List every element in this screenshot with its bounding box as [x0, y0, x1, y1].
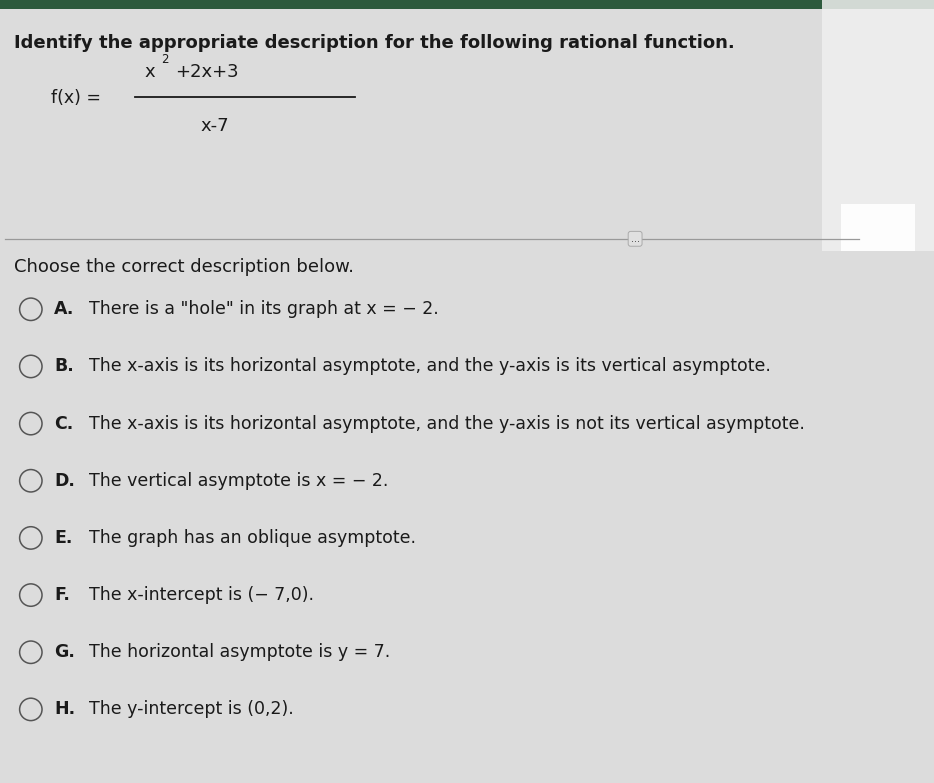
Text: The horizontal asymptote is y = 7.: The horizontal asymptote is y = 7. — [89, 644, 390, 661]
FancyBboxPatch shape — [841, 204, 915, 251]
Text: x: x — [145, 63, 155, 81]
Text: The x-axis is its horizontal asymptote, and the y-axis is not its vertical asymp: The x-axis is its horizontal asymptote, … — [89, 415, 804, 432]
Bar — [0, 0, 934, 9]
Text: F.: F. — [54, 586, 70, 604]
Text: +2x+3: +2x+3 — [176, 63, 239, 81]
Text: The graph has an oblique asymptote.: The graph has an oblique asymptote. — [89, 529, 416, 547]
Text: Choose the correct description below.: Choose the correct description below. — [14, 258, 354, 276]
Text: 2: 2 — [162, 52, 169, 66]
Text: There is a "hole" in its graph at x = − 2.: There is a "hole" in its graph at x = − … — [89, 301, 438, 318]
Text: The x-axis is its horizontal asymptote, and the y-axis is its vertical asymptote: The x-axis is its horizontal asymptote, … — [89, 358, 771, 375]
Text: f(x) =: f(x) = — [51, 89, 102, 106]
Text: ...: ... — [630, 234, 640, 244]
Text: Identify the appropriate description for the following rational function.: Identify the appropriate description for… — [14, 34, 735, 52]
Text: The y-intercept is (0,2).: The y-intercept is (0,2). — [89, 701, 293, 718]
Text: G.: G. — [54, 644, 75, 661]
Text: H.: H. — [54, 701, 76, 718]
Text: x-7: x-7 — [201, 117, 230, 135]
Text: B.: B. — [54, 358, 74, 375]
FancyBboxPatch shape — [822, 0, 934, 251]
Text: The vertical asymptote is x = − 2.: The vertical asymptote is x = − 2. — [89, 472, 389, 489]
Text: The x-intercept is (− 7,0).: The x-intercept is (− 7,0). — [89, 586, 314, 604]
Text: A.: A. — [54, 301, 75, 318]
Text: E.: E. — [54, 529, 73, 547]
Text: D.: D. — [54, 472, 75, 489]
Text: C.: C. — [54, 415, 74, 432]
